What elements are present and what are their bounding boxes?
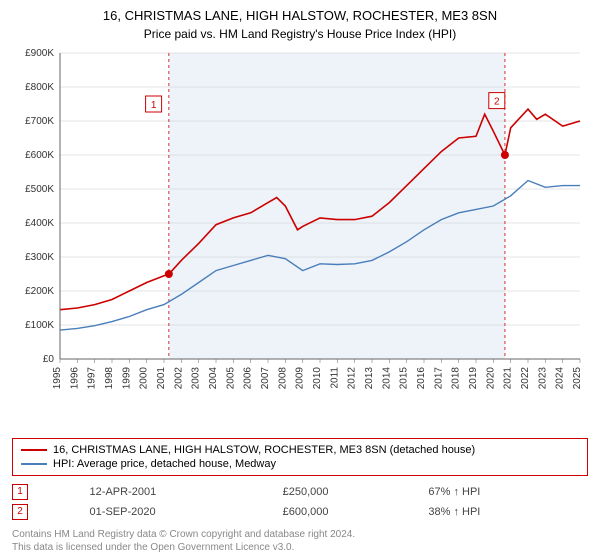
marker-table: 1 12-APR-2001£250,00067% ↑ HPI 2 01-SEP-202… (12, 482, 588, 522)
svg-text:2000: 2000 (139, 366, 150, 389)
legend-label: HPI: Average price, detached house, Medw… (53, 458, 276, 470)
svg-text:2023: 2023 (537, 366, 548, 389)
svg-text:£200K: £200K (25, 286, 54, 297)
svg-text:2005: 2005 (225, 366, 236, 389)
svg-text:2017: 2017 (433, 366, 444, 389)
svg-text:2009: 2009 (295, 366, 306, 389)
marker-hpi: 38% ↑ HPI (428, 502, 588, 522)
footer-line-1: Contains HM Land Registry data © Crown c… (12, 528, 588, 541)
svg-text:2021: 2021 (503, 366, 514, 389)
svg-text:2004: 2004 (208, 366, 219, 389)
svg-text:2019: 2019 (468, 366, 479, 389)
svg-text:£500K: £500K (25, 184, 54, 195)
svg-text:2008: 2008 (277, 366, 288, 389)
svg-text:2007: 2007 (260, 366, 271, 389)
svg-text:2003: 2003 (191, 366, 202, 389)
svg-text:£800K: £800K (25, 82, 54, 93)
marker-badge: 2 (12, 504, 28, 520)
svg-text:2022: 2022 (520, 366, 531, 389)
svg-text:2006: 2006 (243, 366, 254, 389)
marker-price: £250,000 (283, 482, 429, 502)
svg-text:£400K: £400K (25, 218, 54, 229)
legend-item: 16, CHRISTMAS LANE, HIGH HALSTOW, ROCHES… (21, 443, 579, 457)
page-subtitle: Price paid vs. HM Land Registry's House … (12, 27, 588, 41)
svg-text:£900K: £900K (25, 49, 54, 59)
svg-text:2020: 2020 (485, 366, 496, 389)
svg-text:2010: 2010 (312, 366, 323, 389)
svg-text:£0: £0 (43, 354, 55, 365)
marker-price: £600,000 (283, 502, 429, 522)
price-chart: £0 £100K £200K £300K £400K £500K £600K £700K £80… (12, 49, 588, 432)
legend-label: 16, CHRISTMAS LANE, HIGH HALSTOW, ROCHES… (53, 444, 475, 456)
svg-text:1995: 1995 (52, 366, 63, 389)
svg-text:2018: 2018 (451, 366, 462, 389)
svg-text:2014: 2014 (381, 366, 392, 389)
svg-text:2001: 2001 (156, 366, 167, 389)
svg-text:1998: 1998 (104, 366, 115, 389)
svg-text:£700K: £700K (25, 116, 54, 127)
svg-text:1996: 1996 (69, 366, 80, 389)
legend: 16, CHRISTMAS LANE, HIGH HALSTOW, ROCHES… (12, 438, 588, 476)
marker-date: 12-APR-2001 (90, 482, 283, 502)
marker-badge: 1 (12, 484, 28, 500)
svg-text:1997: 1997 (87, 366, 98, 389)
svg-text:£600K: £600K (25, 150, 54, 161)
svg-text:£100K: £100K (25, 320, 54, 331)
legend-swatch (21, 449, 47, 451)
footer-line-2: This data is licensed under the Open Gov… (12, 541, 588, 554)
marker-date: 01-SEP-2020 (90, 502, 283, 522)
marker-row: 2 01-SEP-2020£600,00038% ↑ HPI (12, 502, 588, 522)
legend-item: HPI: Average price, detached house, Medw… (21, 457, 579, 471)
svg-text:2015: 2015 (399, 366, 410, 389)
legend-swatch (21, 463, 47, 465)
svg-text:2: 2 (494, 96, 500, 107)
svg-text:2011: 2011 (329, 366, 340, 388)
page-title: 16, CHRISTMAS LANE, HIGH HALSTOW, ROCHES… (12, 8, 588, 25)
svg-text:2012: 2012 (347, 366, 358, 389)
svg-text:2025: 2025 (572, 366, 583, 389)
footer: Contains HM Land Registry data © Crown c… (12, 528, 588, 554)
svg-text:1: 1 (151, 100, 157, 111)
marker-hpi: 67% ↑ HPI (428, 482, 588, 502)
svg-text:2024: 2024 (555, 366, 566, 389)
marker-row: 1 12-APR-2001£250,00067% ↑ HPI (12, 482, 588, 502)
svg-text:2002: 2002 (173, 366, 184, 389)
svg-text:2013: 2013 (364, 366, 375, 389)
svg-text:2016: 2016 (416, 366, 427, 389)
svg-text:£300K: £300K (25, 252, 54, 263)
svg-text:1999: 1999 (121, 366, 132, 389)
